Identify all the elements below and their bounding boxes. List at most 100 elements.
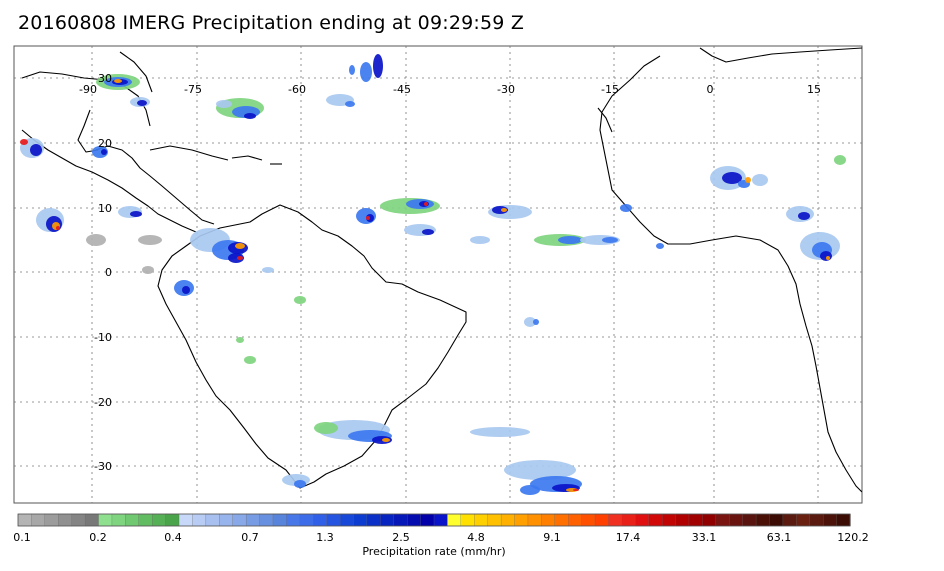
colorbar-tick-label: 4.8 [467, 531, 485, 544]
colorbar-tick-label: 2.5 [392, 531, 410, 544]
colorbar-tick-label: 17.4 [616, 531, 641, 544]
precip-cell [722, 172, 742, 184]
precip-cell [558, 236, 582, 244]
colorbar-swatch [286, 513, 301, 527]
precip-cell [228, 253, 244, 263]
coastline-cuba [149, 145, 229, 161]
colorbar-swatch [769, 513, 784, 527]
lat-label: -10 [94, 331, 112, 344]
colorbar-tick-label: 63.1 [767, 531, 792, 544]
colorbar-swatch [594, 513, 610, 527]
precip-cell [422, 229, 434, 235]
lat-label: 10 [98, 202, 112, 215]
colorbar-swatch [17, 513, 33, 527]
colorbar-swatch [675, 513, 690, 527]
colorbar-swatch [782, 513, 797, 527]
coastline-iberia [699, 47, 862, 63]
precip-cell [130, 211, 142, 217]
lon-label: 15 [807, 83, 821, 96]
precip-cell [501, 208, 507, 212]
colorbar-swatch [71, 513, 86, 527]
precip-cell [382, 438, 390, 442]
colorbar-swatches [17, 513, 851, 527]
precip-cell [424, 202, 428, 206]
precip-cell [602, 237, 618, 243]
colorbar-label: Precipitation rate (mm/hr) [362, 545, 505, 558]
precip-cell [236, 337, 244, 343]
coastline-west-africa-north [597, 107, 613, 133]
map-title: 20160808 IMERG Precipitation ending at 0… [18, 12, 525, 34]
colorbar-tick-label: 0.4 [164, 531, 182, 544]
precip-cell [349, 65, 355, 75]
lon-label: -75 [184, 83, 202, 96]
precip-cell [373, 54, 383, 78]
colorbar-swatch [407, 513, 422, 527]
precip-cell [30, 144, 42, 156]
colorbar-tick-label: 0.1 [13, 531, 31, 544]
colorbar-swatch [192, 513, 207, 527]
colorbar-swatch [460, 513, 475, 527]
precip-cell [86, 234, 106, 246]
colorbar-swatch [514, 513, 529, 527]
coastline-central-america [21, 129, 215, 233]
precip-cell [533, 319, 539, 325]
precip-cell [524, 317, 536, 327]
lon-label: -90 [79, 83, 97, 96]
precip-cell [366, 216, 370, 220]
colorbar-swatch [420, 513, 435, 527]
lat-label: -30 [94, 460, 112, 473]
precip-cell [798, 212, 810, 220]
precip-cell [244, 356, 256, 364]
colorbar-swatch [272, 513, 288, 527]
lat-label: -20 [94, 396, 112, 409]
coastline-us-east [119, 51, 153, 93]
precip-cell [573, 489, 579, 491]
lon-label: -45 [393, 83, 411, 96]
axis-labels: -90 -75 -60 -45 -30 -15 0 15 30 20 10 0 -10 -20 -30 [79, 72, 821, 473]
colorbar-swatch [447, 513, 462, 527]
precipitation-cells [20, 54, 846, 495]
colorbar-swatch [474, 513, 489, 527]
colorbar-swatch [500, 513, 516, 527]
precip-cell [235, 243, 245, 249]
precip-cell [244, 113, 256, 119]
colorbar-swatch [755, 513, 771, 527]
precip-cell [182, 286, 190, 294]
colorbar-swatch [688, 513, 704, 527]
colorbar-swatch [44, 513, 59, 527]
precip-cell [294, 480, 306, 488]
graticule [14, 46, 862, 503]
colorbar-swatch [31, 513, 46, 527]
colorbar-swatch [809, 513, 824, 527]
colorbar-swatch [232, 513, 247, 527]
precip-cell [745, 177, 751, 183]
precip-cell [834, 155, 846, 165]
precip-cell [504, 460, 576, 480]
coastline-africa [599, 55, 862, 493]
precip-cell [314, 422, 338, 434]
precip-cell [237, 256, 243, 260]
colorbar-swatch [393, 513, 408, 527]
colorbar-swatch [823, 513, 838, 527]
colorbar-swatch [742, 513, 757, 527]
colorbar-swatch [178, 513, 194, 527]
colorbar-tick-label: 9.1 [543, 531, 561, 544]
colorbar-swatch [152, 513, 167, 527]
colorbar-tick-label: 120.2 [837, 531, 869, 544]
precip-cell [101, 149, 107, 155]
colorbar-swatch [58, 513, 73, 527]
precip-cell [114, 79, 122, 83]
precip-cell [826, 256, 830, 260]
precip-cell [470, 236, 490, 244]
lat-label: 0 [105, 266, 112, 279]
colorbar-swatch [621, 513, 636, 527]
colorbar-tick-label: 1.3 [316, 531, 334, 544]
precip-cell [470, 427, 530, 437]
colorbar-swatch [245, 513, 261, 527]
precip-cell [138, 235, 162, 245]
colorbar-swatch [568, 513, 583, 527]
precip-cell [262, 267, 274, 273]
precip-cell [566, 488, 578, 492]
colorbar-swatch [353, 513, 368, 527]
colorbar-swatch [715, 513, 730, 527]
